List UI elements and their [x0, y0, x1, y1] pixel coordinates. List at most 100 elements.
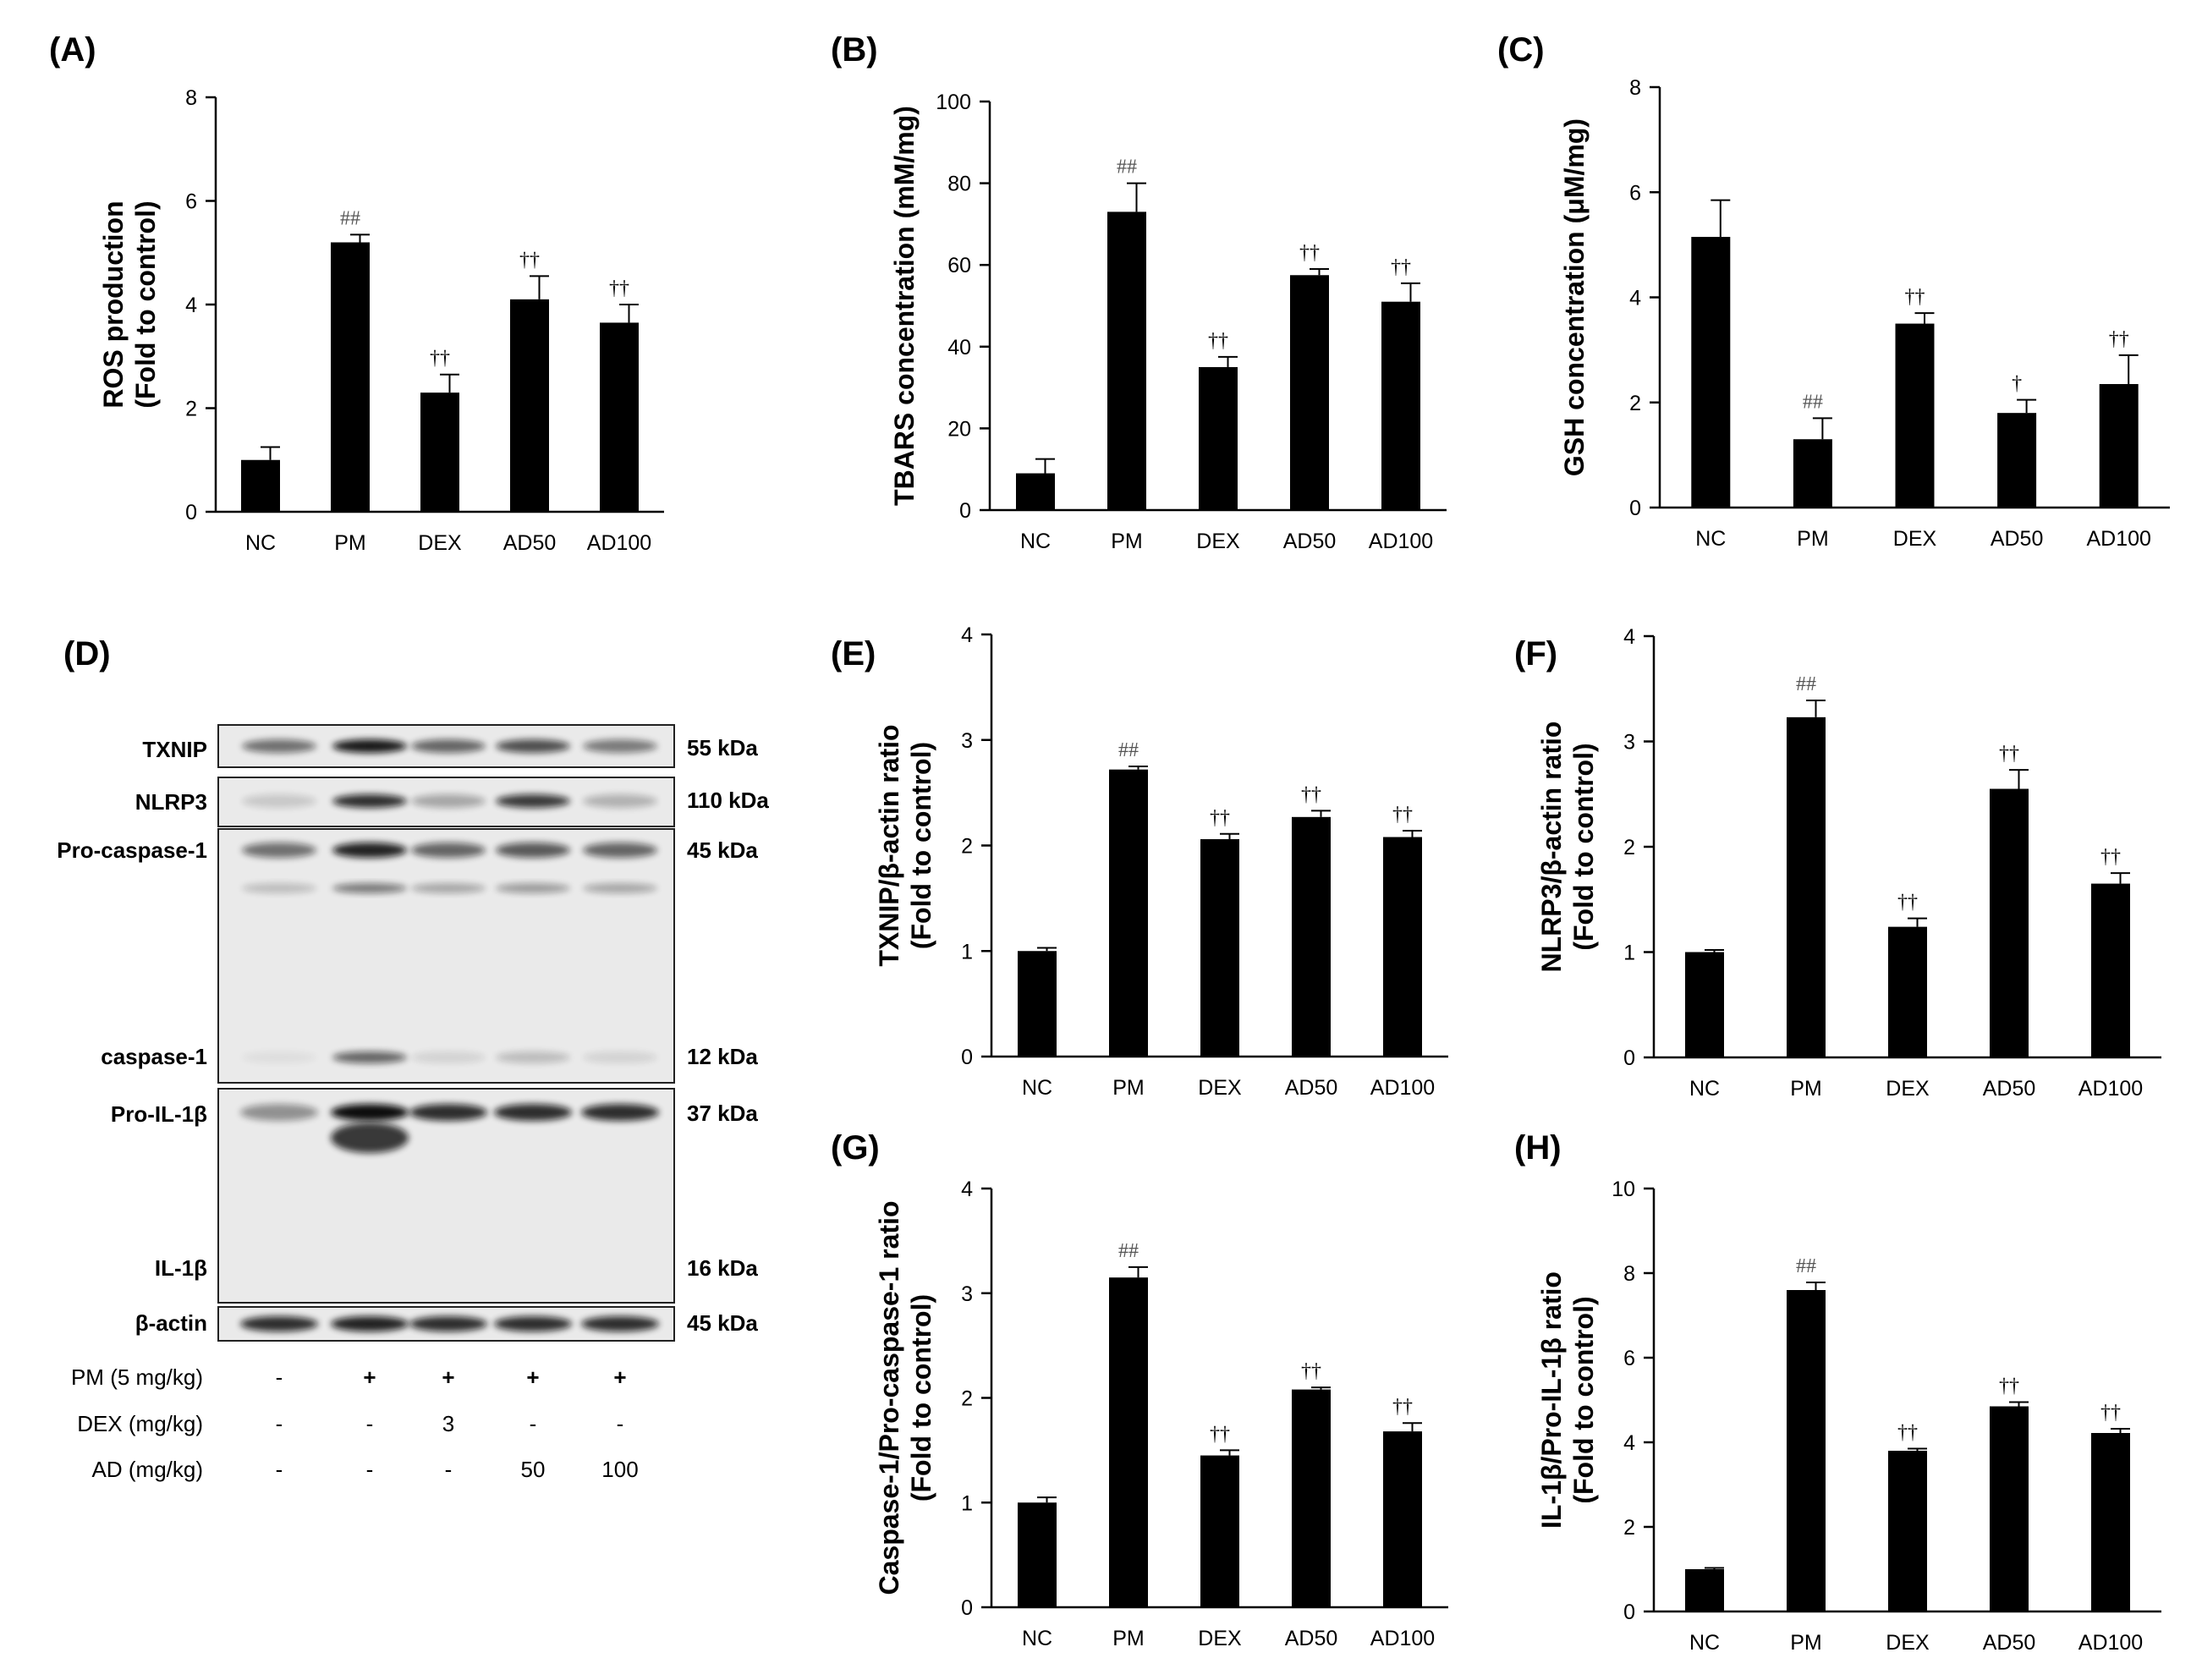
- y-tick-label: 40: [947, 336, 971, 360]
- blot-band: [583, 843, 657, 858]
- x-tick-label: PM: [1112, 1076, 1145, 1100]
- y-axis-label: NLRP3/β-actin ratio: [1536, 722, 1567, 973]
- y-tick-label: 4: [185, 294, 197, 317]
- y-tick-label: 4: [1623, 1431, 1635, 1455]
- western-blot-panel: (D) TXNIP NLRP3 Pro-caspase-1 caspase-1 Pro-I…: [57, 635, 769, 1482]
- panel-label: (A): [49, 31, 96, 69]
- blot-band: [240, 1316, 318, 1331]
- bar: [600, 322, 639, 512]
- bar: [1787, 716, 1826, 1057]
- x-tick-label: DEX: [1196, 530, 1240, 553]
- blot-strip: [217, 1088, 675, 1304]
- blot-band: [583, 794, 657, 808]
- x-tick-label: DEX: [1198, 1076, 1242, 1100]
- blot-band: [242, 739, 316, 753]
- y-tick-label: 8: [1623, 1262, 1635, 1286]
- y-tick-label: 0: [961, 1596, 973, 1620]
- x-tick-label: PM: [334, 531, 366, 555]
- treatment-value: 50: [521, 1457, 546, 1482]
- significance-mark: ††: [519, 249, 540, 271]
- bar: [1685, 952, 1724, 1057]
- blot-protein-label: caspase-1: [101, 1044, 207, 1069]
- significance-mark: ††: [1391, 256, 1411, 278]
- y-axis-label: (Fold to control): [906, 1294, 936, 1502]
- blot-band: [583, 883, 657, 893]
- panel-label: (H): [1514, 1129, 1562, 1167]
- bar: [1997, 413, 2037, 508]
- bar: [1685, 1569, 1724, 1611]
- blot-band: [332, 1051, 407, 1063]
- y-tick-label: 0: [1623, 1600, 1635, 1624]
- x-tick-label: DEX: [1198, 1627, 1242, 1650]
- treatment-value: -: [445, 1457, 453, 1482]
- significance-mark: ††: [430, 348, 450, 370]
- chart-panel-H: (H) 0 2 4 6 8 10 IL-1β/Pro-IL-1β ratio (Fold to …: [1514, 1129, 2161, 1655]
- y-tick-label: 0: [1629, 497, 1641, 520]
- significance-mark: ##: [1117, 156, 1137, 178]
- treatment-value: -: [366, 1457, 374, 1482]
- bar: [1109, 1277, 1148, 1607]
- x-tick-label: NC: [1020, 530, 1051, 553]
- blot-band: [496, 883, 570, 893]
- y-tick-label: 2: [185, 398, 197, 421]
- x-tick-label: NC: [1689, 1077, 1720, 1101]
- y-axis-label: IL-1β/Pro-IL-1β ratio: [1536, 1271, 1567, 1529]
- blot-band: [242, 883, 316, 893]
- significance-mark: ##: [1803, 391, 1823, 413]
- significance-mark: ††: [1897, 1422, 1918, 1444]
- treatment-value: +: [442, 1364, 454, 1390]
- significance-mark: ††: [1905, 286, 1925, 308]
- x-tick-label: DEX: [1886, 1631, 1930, 1655]
- y-axis-label: (Fold to control): [1568, 1296, 1599, 1503]
- blot-band: [411, 883, 486, 893]
- x-tick-label: PM: [1790, 1631, 1822, 1655]
- significance-mark: ††: [1392, 804, 1413, 826]
- y-tick-label: 0: [185, 501, 197, 524]
- chart-panel-G: (G) 0 1 2 3 4 Caspase-1/Pro-caspase-1 ratio (Fo…: [831, 1129, 1448, 1650]
- y-tick-label: 2: [1629, 392, 1641, 415]
- blot-band: [242, 843, 316, 858]
- y-tick-label: 0: [959, 499, 971, 523]
- treatment-label: PM (5 mg/kg): [71, 1364, 203, 1390]
- x-tick-label: NC: [1689, 1631, 1720, 1655]
- y-tick-label: 4: [1629, 287, 1641, 310]
- x-tick-label: NC: [1022, 1627, 1052, 1650]
- treatment-value: -: [276, 1364, 283, 1390]
- x-tick-label: PM: [1111, 530, 1143, 553]
- y-tick-label: 6: [1629, 181, 1641, 205]
- bar: [1793, 439, 1832, 508]
- bar: [241, 459, 280, 512]
- bar: [1383, 1431, 1422, 1607]
- y-tick-label: 6: [1623, 1347, 1635, 1370]
- bar: [1787, 1290, 1826, 1611]
- x-tick-label: AD100: [2078, 1077, 2143, 1101]
- significance-mark: ††: [2100, 1402, 2121, 1424]
- blot-protein-label: TXNIP: [142, 737, 207, 762]
- blot-kda-label: 55 kDa: [687, 735, 758, 760]
- x-tick-label: AD50: [1285, 1076, 1338, 1100]
- treatment-value: +: [526, 1364, 539, 1390]
- x-tick-label: AD50: [1983, 1077, 2036, 1101]
- y-axis-label: TBARS concentration (mM/mg): [889, 106, 920, 506]
- blot-band: [242, 794, 316, 808]
- blot-protein-label: IL-1β: [155, 1255, 207, 1281]
- y-tick-label: 0: [1623, 1046, 1635, 1070]
- blot-kda-label: 12 kDa: [687, 1044, 758, 1069]
- y-axis-label: TXNIP/β-actin ratio: [874, 724, 904, 966]
- x-tick-label: AD50: [1283, 530, 1337, 553]
- significance-mark: ##: [1118, 1240, 1139, 1262]
- panel-label: (C): [1497, 31, 1545, 69]
- bar: [1290, 275, 1329, 510]
- bar: [2091, 883, 2130, 1057]
- blot-band: [332, 883, 407, 893]
- blot-band: [581, 1104, 659, 1121]
- y-tick-label: 4: [961, 1178, 973, 1201]
- treatment-label: DEX (mg/kg): [77, 1411, 203, 1436]
- x-tick-label: AD100: [1369, 530, 1433, 553]
- y-tick-label: 3: [961, 729, 973, 753]
- treatment-value: +: [363, 1364, 376, 1390]
- bar: [1200, 839, 1239, 1057]
- blot-kda-label: 37 kDa: [687, 1101, 758, 1126]
- blot-band: [494, 1316, 572, 1331]
- significance-mark: ##: [340, 207, 360, 229]
